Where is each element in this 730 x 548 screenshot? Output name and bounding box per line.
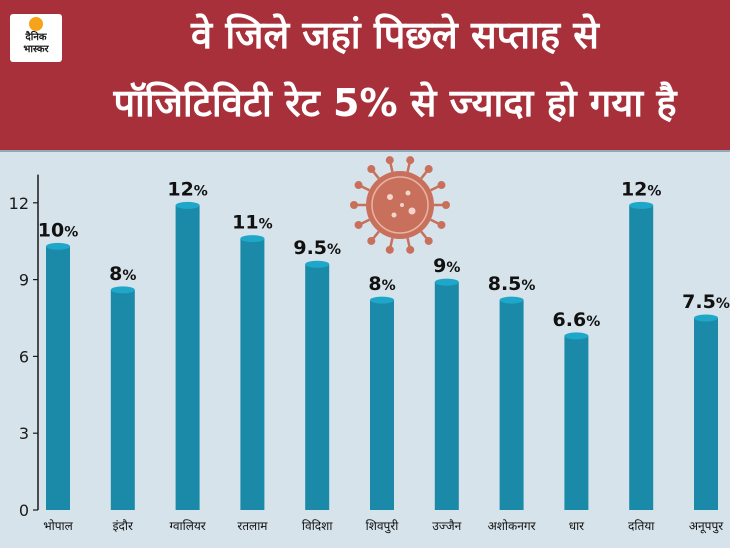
virus-spike-tip — [437, 220, 446, 229]
x-tick-label: धार — [569, 519, 585, 533]
bar-value-label: 12% — [621, 178, 661, 200]
virus-icon — [350, 156, 450, 254]
bar — [434, 282, 459, 510]
x-tick-label: अशोकनगर — [488, 519, 537, 533]
bar-top-cap — [305, 260, 330, 268]
bar-value-label: 9% — [433, 255, 460, 277]
virus-spot — [391, 212, 397, 218]
x-tick-label: अनूपपुर — [689, 519, 724, 534]
x-tick-label: शिवपुरी — [366, 519, 400, 534]
x-tick-label: भोपाल — [43, 519, 73, 533]
dainik-bhaskar-logo: दैनिक भास्कर — [10, 14, 62, 62]
y-tick-label: 12 — [9, 194, 29, 213]
virus-spike-tip — [424, 165, 433, 174]
virus-spot — [400, 203, 404, 207]
virus-spike-tip — [385, 245, 394, 254]
bar-top-cap — [694, 314, 718, 322]
bar — [370, 300, 394, 510]
bar-top-cap — [564, 332, 589, 340]
chart-title-line2: पॉजिटिविटी रेट 5% से ज्यादा हो गया है — [113, 81, 677, 125]
bar — [110, 289, 135, 510]
bar-value-label: 8.5% — [488, 273, 536, 295]
virus-spike-tip — [437, 181, 446, 190]
logo-text-line1: दैनिक — [25, 32, 47, 43]
virus-spike-tip — [354, 220, 363, 229]
virus-spike-tip — [367, 165, 376, 174]
virus-spot — [408, 207, 416, 215]
bar-top-cap — [499, 296, 524, 304]
bar-top-cap — [370, 296, 394, 304]
bar — [305, 264, 330, 510]
x-tick-label: विदिशा — [302, 519, 333, 533]
bar — [46, 246, 70, 510]
virus-spike-tip — [354, 181, 363, 190]
bar-top-cap — [629, 201, 654, 209]
bar — [499, 300, 524, 510]
chart-data-labels: 10% 8% 12% 11% 9.5% 8% 9% 8.5% 6.6% 12% 7.5% — [38, 178, 730, 331]
virus-spike-tip — [385, 156, 394, 165]
bar-value-label: 9.5% — [293, 237, 341, 259]
bar-top-cap — [110, 286, 135, 294]
virus-spot — [405, 190, 411, 196]
bar-top-cap — [46, 242, 70, 250]
virus-spike-tip — [442, 201, 450, 209]
bar-value-label: 10% — [38, 219, 78, 241]
virus-spike-tip — [350, 201, 358, 209]
virus-ring — [371, 176, 429, 234]
bar-value-label: 7.5% — [682, 291, 730, 313]
x-tick-label: रतलाम — [237, 519, 268, 533]
bar — [694, 318, 718, 510]
header-separator — [0, 150, 730, 152]
chart-bars — [46, 201, 718, 511]
bar-value-label: 8% — [109, 263, 136, 285]
bar-top-cap — [434, 278, 459, 286]
bar-value-label: 12% — [167, 178, 207, 200]
y-tick-label: 3 — [19, 424, 29, 443]
bar — [564, 335, 589, 510]
x-tick-label: ग्वालियर — [169, 519, 206, 533]
header-banner: दैनिक भास्कर वे जिले जहां पिछले सप्ताह स… — [0, 0, 730, 150]
logo-text-line2: भास्कर — [23, 44, 49, 55]
y-tick-label: 0 — [19, 501, 29, 520]
bar-value-label: 11% — [232, 212, 272, 234]
virus-spot — [387, 194, 393, 200]
sun-icon — [29, 17, 43, 31]
bar-value-label: 8% — [368, 273, 395, 295]
virus-spike-tip — [406, 245, 415, 254]
bar-top-cap — [175, 201, 200, 209]
bar — [175, 205, 200, 511]
x-tick-label: दतिया — [628, 519, 655, 533]
bar — [629, 205, 654, 511]
chart-axes: 0 3 6 9 12 — [9, 174, 39, 520]
x-tick-label: इंदौर — [113, 519, 134, 533]
chart-x-tick-labels: भोपाल इंदौर ग्वालियर रतलाम विदिशा शिवपुरी उज्ज… — [43, 519, 724, 534]
chart-title-line1: वे जिले जहां पिछले सप्ताह से — [191, 13, 599, 57]
bar — [240, 238, 265, 510]
virus-spike-tip — [406, 156, 415, 165]
y-tick-label: 6 — [19, 347, 29, 366]
virus-spike-tip — [424, 236, 433, 245]
y-tick-label: 9 — [19, 271, 29, 290]
virus-spike-tip — [367, 236, 376, 245]
bar-top-cap — [240, 235, 265, 243]
bar-value-label: 6.6% — [553, 309, 601, 331]
x-tick-label: उज्जैन — [432, 519, 461, 533]
